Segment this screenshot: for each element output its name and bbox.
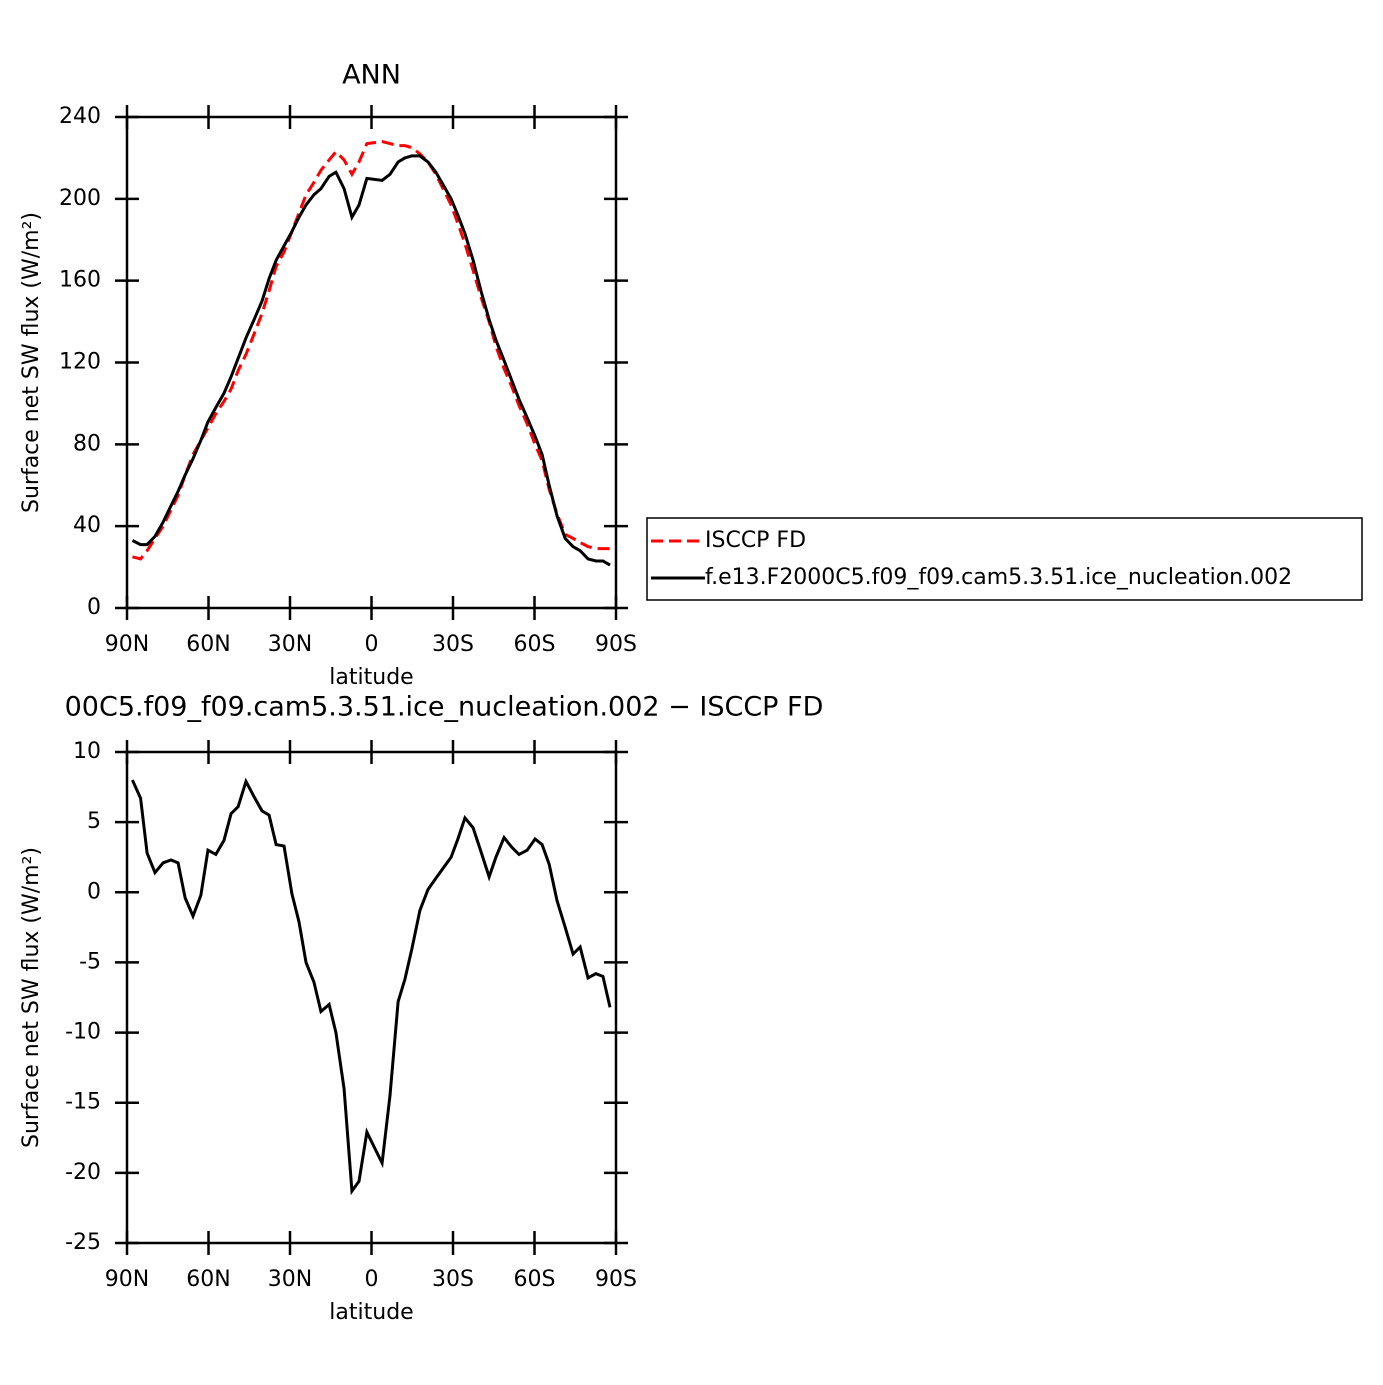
y-tick-label: -5 xyxy=(79,949,101,974)
y-tick-label: 0 xyxy=(87,595,101,620)
x-tick-label: 90S xyxy=(595,1267,637,1292)
legend-label: f.e13.F2000C5.f09_f09.cam5.3.51.ice_nucl… xyxy=(705,565,1292,590)
x-tick-label: 60N xyxy=(186,632,230,657)
y-tick-label: 0 xyxy=(87,879,101,904)
x-tick-label: 0 xyxy=(365,632,379,657)
x-tick-label: 30N xyxy=(268,1267,312,1292)
x-tick-label: 30N xyxy=(268,632,312,657)
y-tick-label: -10 xyxy=(65,1020,101,1045)
y-axis-label: Surface net SW flux (W/m²) xyxy=(19,847,44,1148)
chart-title: ANN xyxy=(342,60,401,91)
x-tick-label: 0 xyxy=(365,1267,379,1292)
chart-title: 00C5.f09_f09.cam5.3.51.ice_nucleation.00… xyxy=(65,692,824,723)
x-tick-label: 60S xyxy=(514,1267,556,1292)
x-axis-label: latitude xyxy=(329,665,413,690)
series-line xyxy=(132,140,611,561)
series-line xyxy=(131,777,612,1196)
legend-box xyxy=(646,517,1363,601)
legend-label: ISCCP FD xyxy=(705,528,806,553)
plot-frame xyxy=(125,115,618,610)
x-tick-label: 30S xyxy=(432,632,474,657)
y-tick-label: 80 xyxy=(73,431,101,456)
x-axis-label: latitude xyxy=(329,1300,413,1325)
plot-frame xyxy=(125,750,618,1245)
x-tick-label: 90N xyxy=(105,632,149,657)
y-tick-label: 160 xyxy=(59,268,101,293)
y-tick-label: -15 xyxy=(65,1090,101,1115)
y-tick-label: 120 xyxy=(59,350,101,375)
y-tick-label: 200 xyxy=(59,186,101,211)
x-tick-label: 60S xyxy=(514,632,556,657)
x-tick-label: 90N xyxy=(105,1267,149,1292)
x-tick-label: 60N xyxy=(186,1267,230,1292)
x-tick-label: 90S xyxy=(595,632,637,657)
y-axis-label: Surface net SW flux (W/m²) xyxy=(19,212,44,513)
y-tick-label: -20 xyxy=(65,1160,101,1185)
series-line xyxy=(131,154,611,567)
y-tick-label: 5 xyxy=(87,809,101,834)
x-tick-label: 30S xyxy=(432,1267,474,1292)
y-tick-label: 10 xyxy=(73,739,101,764)
y-tick-label: -25 xyxy=(65,1230,101,1255)
y-tick-label: 240 xyxy=(59,104,101,129)
y-tick-label: 40 xyxy=(73,513,101,538)
